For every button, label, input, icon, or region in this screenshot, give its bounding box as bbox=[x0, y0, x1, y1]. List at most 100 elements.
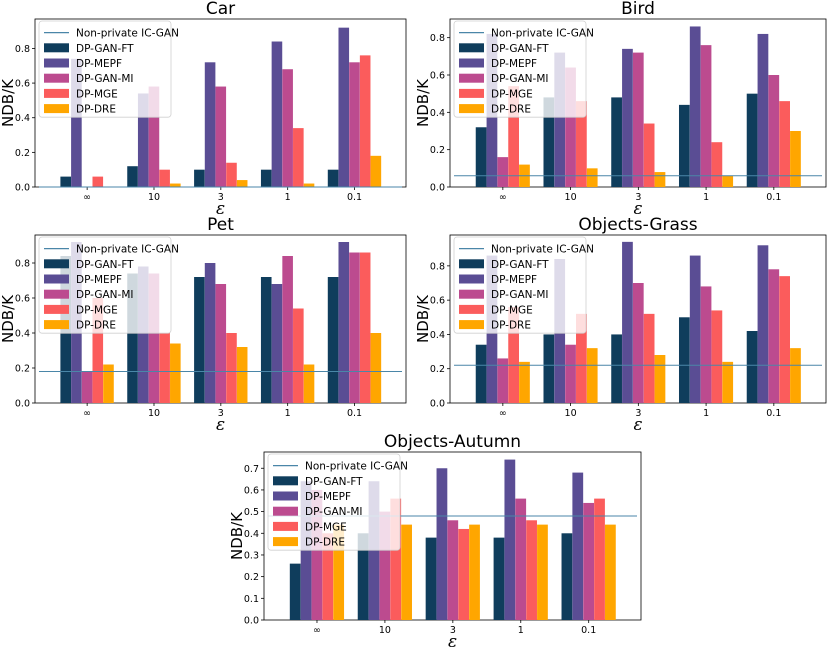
x-tick-label-inf: ∞ bbox=[83, 192, 91, 203]
x-tick-label-3: 3 bbox=[450, 625, 456, 636]
legend-swatch-dp-dre bbox=[273, 537, 298, 547]
bar-dp-dre-inf bbox=[333, 524, 345, 620]
y-tick-label: 0.2 bbox=[15, 364, 30, 375]
legend-swatch-dp-gan-ft bbox=[44, 259, 69, 269]
bar-dp-dre-3 bbox=[654, 355, 666, 403]
bar-dp-dre-10 bbox=[170, 183, 181, 187]
x-tick-label-1: 1 bbox=[518, 625, 524, 636]
bar-dp-mepf-10 bbox=[554, 52, 566, 187]
x-tick-label-10: 10 bbox=[565, 408, 577, 419]
x-tick-label-0p1: 0.1 bbox=[347, 408, 362, 419]
bar-dp-mepf-3 bbox=[204, 62, 216, 188]
bar-dp-gan-ft-0p1 bbox=[327, 277, 339, 403]
bar-dp-mepf-inf bbox=[300, 481, 312, 620]
bar-dp-gan-mi-inf bbox=[311, 489, 323, 620]
bar-dp-gan-ft-3 bbox=[194, 277, 205, 403]
bar-dp-mepf-10 bbox=[137, 266, 149, 403]
bar-dp-mge-0p1 bbox=[779, 276, 790, 403]
bar-dp-gan-ft-0p1 bbox=[327, 169, 339, 187]
legend-swatch-dp-gan-ft bbox=[459, 259, 484, 269]
chart-title: Bird bbox=[621, 0, 655, 19]
bar-dp-gan-ft-10 bbox=[357, 533, 369, 620]
bar-dp-gan-ft-10 bbox=[543, 97, 555, 187]
y-tick-label: 0.5 bbox=[244, 507, 259, 518]
legend-label-dp-mge: DP-MGE bbox=[491, 304, 533, 316]
x-tick-label-10: 10 bbox=[148, 408, 160, 419]
legend-swatch-dp-mepf bbox=[459, 58, 484, 68]
legend-swatch-dp-gan-mi bbox=[459, 289, 484, 299]
legend-label-dp-mepf: DP-MEPF bbox=[305, 491, 351, 503]
legend-label-non-private-ic-gan: Non-private IC-GAN bbox=[76, 28, 179, 40]
legend-label-dp-gan-mi: DP-GAN-MI bbox=[76, 73, 133, 85]
legend-label-dp-mepf: DP-MEPF bbox=[491, 58, 537, 70]
chart-objects-grass: Objects-Grass NDB/K ε 0.0 0.2 0.4 0.6 0.8 ∞ 10 3 1 0… bbox=[414, 215, 827, 435]
legend-label-dp-gan-ft: DP-GAN-FT bbox=[76, 43, 134, 55]
bar-dp-gan-mi-0p1 bbox=[349, 62, 360, 188]
bar-dp-gan-mi-1 bbox=[282, 69, 293, 187]
bar-dp-dre-inf bbox=[103, 364, 114, 403]
bar-dp-mge-3 bbox=[643, 313, 655, 403]
legend: Non-private IC-GAN DP-GAN-FT DP-MEPF DP-GAN… bbox=[453, 236, 594, 334]
bar-dp-gan-mi-1 bbox=[700, 286, 712, 403]
bar-dp-mepf-0p1 bbox=[757, 33, 769, 187]
y-tick-label: 0.3 bbox=[244, 550, 259, 561]
bar-dp-dre-10 bbox=[586, 348, 598, 403]
bar-dp-gan-ft-0p1 bbox=[746, 93, 758, 187]
bar-dp-mge-0p1 bbox=[594, 498, 605, 620]
bar-dp-mepf-inf bbox=[71, 58, 82, 187]
x-tick-label-0p1: 0.1 bbox=[581, 625, 596, 636]
chart-title: Pet bbox=[207, 215, 234, 235]
x-axis-label: ε bbox=[216, 199, 225, 219]
x-axis-label: ε bbox=[448, 632, 457, 649]
bar-dp-dre-3 bbox=[236, 180, 248, 187]
legend-label-dp-gan-ft: DP-GAN-FT bbox=[491, 43, 549, 55]
y-tick-label: 0.2 bbox=[430, 364, 445, 375]
legend-swatch-dp-gan-mi bbox=[273, 506, 298, 516]
bar-dp-dre-1 bbox=[722, 361, 734, 403]
y-tick-label: 0.1 bbox=[244, 594, 259, 605]
bar-dp-dre-0p1 bbox=[790, 348, 801, 403]
bar-dp-mepf-0p1 bbox=[338, 242, 350, 403]
legend-box bbox=[453, 236, 587, 334]
bar-dp-gan-ft-1 bbox=[678, 104, 690, 187]
y-tick-label: 0.8 bbox=[430, 261, 445, 272]
legend-label-dp-gan-mi: DP-GAN-MI bbox=[305, 506, 362, 518]
y-tick-label: 0.8 bbox=[430, 33, 445, 44]
x-tick-label-0p1: 0.1 bbox=[766, 408, 781, 419]
bar-dp-mge-10 bbox=[576, 101, 587, 187]
legend-label-dp-dre: DP-DRE bbox=[76, 320, 116, 332]
chart-pet: Pet NDB/K ε 0.0 0.2 0.4 0.6 0.8 ∞ 10 3 1 0.1 Non-priv… bbox=[0, 215, 407, 435]
bar-dp-gan-mi-1 bbox=[282, 256, 293, 403]
bar-dp-dre-0p1 bbox=[370, 333, 382, 403]
bar-dp-gan-ft-10 bbox=[127, 273, 138, 403]
legend-label-dp-gan-ft: DP-GAN-FT bbox=[305, 476, 363, 488]
legend-label-dp-dre: DP-DRE bbox=[305, 537, 345, 549]
bar-dp-gan-mi-3 bbox=[215, 284, 227, 403]
legend-box bbox=[38, 20, 172, 118]
x-tick-label-inf: ∞ bbox=[313, 625, 321, 636]
y-tick-label: 0.4 bbox=[15, 113, 30, 124]
chart-title: Objects-Autumn bbox=[384, 432, 521, 452]
legend: Non-private IC-GAN DP-GAN-FT DP-MEPF DP-GAN… bbox=[38, 236, 179, 334]
bar-dp-gan-mi-3 bbox=[632, 283, 644, 403]
bar-dp-mepf-0p1 bbox=[572, 472, 584, 620]
bar-dp-mepf-3 bbox=[204, 263, 216, 403]
y-tick-label: 0.4 bbox=[15, 329, 30, 340]
y-tick-label: 0.6 bbox=[15, 294, 30, 305]
legend: Non-private IC-GAN DP-GAN-FT DP-MEPF DP-GAN… bbox=[38, 20, 179, 118]
bar-dp-mge-1 bbox=[293, 128, 304, 187]
legend-swatch-dp-mge bbox=[459, 88, 484, 98]
legend-swatch-dp-gan-mi bbox=[44, 289, 69, 299]
legend-swatch-dp-mepf bbox=[459, 274, 484, 284]
x-tick-label-inf: ∞ bbox=[83, 408, 91, 419]
bar-dp-mge-3 bbox=[226, 162, 237, 187]
legend-box bbox=[453, 20, 587, 118]
x-tick-label-1: 1 bbox=[285, 192, 291, 203]
legend-swatch-dp-mge bbox=[44, 88, 69, 98]
bar-dp-dre-0p1 bbox=[790, 131, 801, 187]
bar-dp-dre-3 bbox=[469, 524, 480, 620]
bar-dp-gan-mi-0p1 bbox=[768, 75, 780, 187]
bar-dp-mge-inf bbox=[92, 176, 104, 187]
legend-label-dp-dre: DP-DRE bbox=[491, 320, 531, 332]
